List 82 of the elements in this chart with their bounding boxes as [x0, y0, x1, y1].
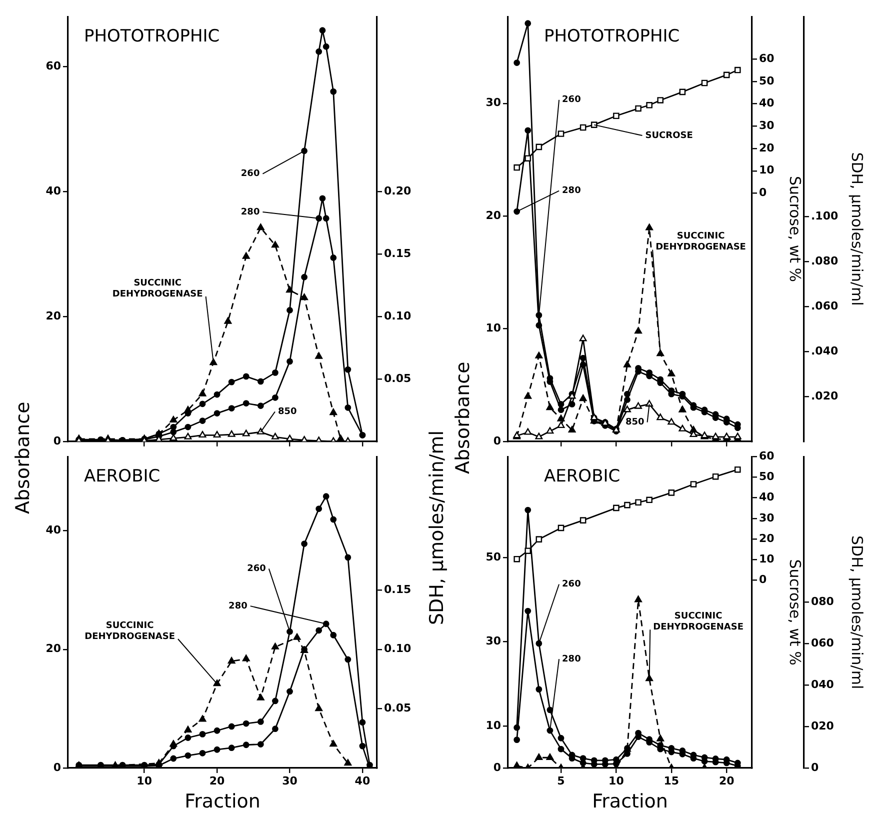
text: SUCROSE: [645, 130, 693, 141]
text: PHOTOTROPHIC: [544, 26, 680, 47]
text: 260: [247, 564, 266, 574]
y2-tick-label: 60: [759, 52, 775, 65]
y-tick-label: 30: [486, 634, 502, 648]
text: 280: [562, 186, 581, 196]
text: AEROBIC: [544, 466, 620, 487]
x-tick-label: 10: [136, 774, 152, 788]
y3-tick-label: 040: [811, 678, 834, 691]
y2-tick-label: 30: [759, 511, 775, 524]
text: 260: [562, 580, 581, 590]
y3-axis-title: SDH, µmoles/min/ml: [848, 535, 866, 690]
y-tick-label: 10: [486, 322, 502, 335]
x-tick-label: 30: [282, 774, 298, 788]
y3-tick-label: .100: [811, 209, 838, 222]
text: PHOTOTROPHIC: [84, 26, 220, 47]
y2-tick-label: 60: [759, 449, 775, 462]
text: AEROBIC: [84, 466, 160, 487]
y2-tick-label: 30: [759, 119, 775, 132]
y-tick-label: 60: [46, 59, 62, 72]
series-label: 850: [278, 407, 297, 418]
y2-tick-label: 0: [759, 573, 767, 586]
y2-tick-label: 20: [759, 141, 775, 154]
y2-tick-label: 0.10: [384, 309, 412, 322]
y3-tick-label: .080: [811, 254, 838, 268]
y-tick-label: 0: [53, 760, 62, 774]
y-tick-label: 20: [486, 208, 502, 222]
y3-tick-label: .060: [811, 299, 838, 312]
y2-tick-label: 40: [759, 96, 775, 110]
x-axis-title: Fraction: [184, 790, 260, 813]
y3-tick-label: .020: [811, 389, 838, 402]
y-tick-label: 30: [486, 96, 502, 110]
y2-tick-label: 0.20: [384, 184, 412, 198]
series-label: 850: [625, 418, 644, 428]
text: 260: [240, 169, 260, 180]
y-tick-label: 40: [46, 184, 62, 198]
y-tick-label: 0: [493, 760, 502, 774]
y2-tick-label: 0.05: [384, 372, 412, 385]
y-tick-label: 40: [46, 524, 62, 537]
y2-axis-title: SDH, µmoles/min/ml: [426, 430, 448, 628]
y2-tick-label: 0.10: [384, 642, 412, 656]
x-tick-label: 40: [354, 774, 370, 788]
y-tick-label: 0: [493, 434, 502, 448]
y2-tick-label: 0.05: [384, 702, 412, 715]
y-tick-label: 0: [53, 434, 62, 448]
y-tick-label: 20: [46, 309, 62, 322]
y2-tick-label: 50: [759, 74, 775, 88]
y2-axis-title: Sucrose, wt %: [786, 559, 804, 666]
text: 260: [562, 95, 581, 106]
y-axis-title: Absorbance: [452, 360, 474, 476]
x-tick-label: 20: [209, 774, 226, 788]
y3-tick-label: 080: [811, 594, 834, 608]
y2-tick-label: 10: [759, 552, 775, 566]
y2-tick-label: 0.15: [384, 246, 412, 260]
y2-tick-label: 20: [759, 532, 775, 545]
series-label: SUCCINIC DEHYDROGENASE: [653, 611, 744, 632]
y2-tick-label: 40: [759, 490, 775, 504]
text: 280: [562, 654, 581, 664]
y2-tick-label: 0.15: [384, 582, 412, 596]
x-tick-label: 10: [608, 774, 624, 788]
y3-tick-label: .040: [811, 344, 838, 358]
y3-tick-label: 020: [811, 719, 834, 732]
y2-tick-label: 50: [759, 470, 775, 484]
x-tick-label: 15: [664, 774, 680, 788]
text: 280: [228, 601, 248, 612]
x-tick-label: 20: [718, 774, 735, 788]
y2-axis-title: Sucrose, wt %: [786, 176, 804, 282]
x-axis-title: Fraction: [592, 790, 668, 813]
y3-axis-title: SDH, µmoles/min/ml: [848, 152, 866, 306]
y-tick-label: 50: [486, 550, 502, 564]
y2-tick-label: 10: [759, 164, 775, 177]
y-tick-label: 10: [486, 718, 502, 732]
text: 280: [240, 207, 260, 218]
text: SUCCINIC DEHYDROGENASE: [112, 278, 203, 300]
x-tick-label: 5: [557, 774, 565, 788]
y3-tick-label: 0: [811, 760, 819, 774]
y2-tick-label: 0: [759, 186, 767, 200]
text: SUCCINIC DEHYDROGENASE: [84, 620, 175, 642]
y-tick-label: 20: [46, 642, 62, 656]
series-label: SUCCINIC DEHYDROGENASE: [656, 232, 746, 253]
y3-tick-label: 060: [811, 636, 834, 650]
y-axis-title: Absorbance: [12, 400, 34, 516]
